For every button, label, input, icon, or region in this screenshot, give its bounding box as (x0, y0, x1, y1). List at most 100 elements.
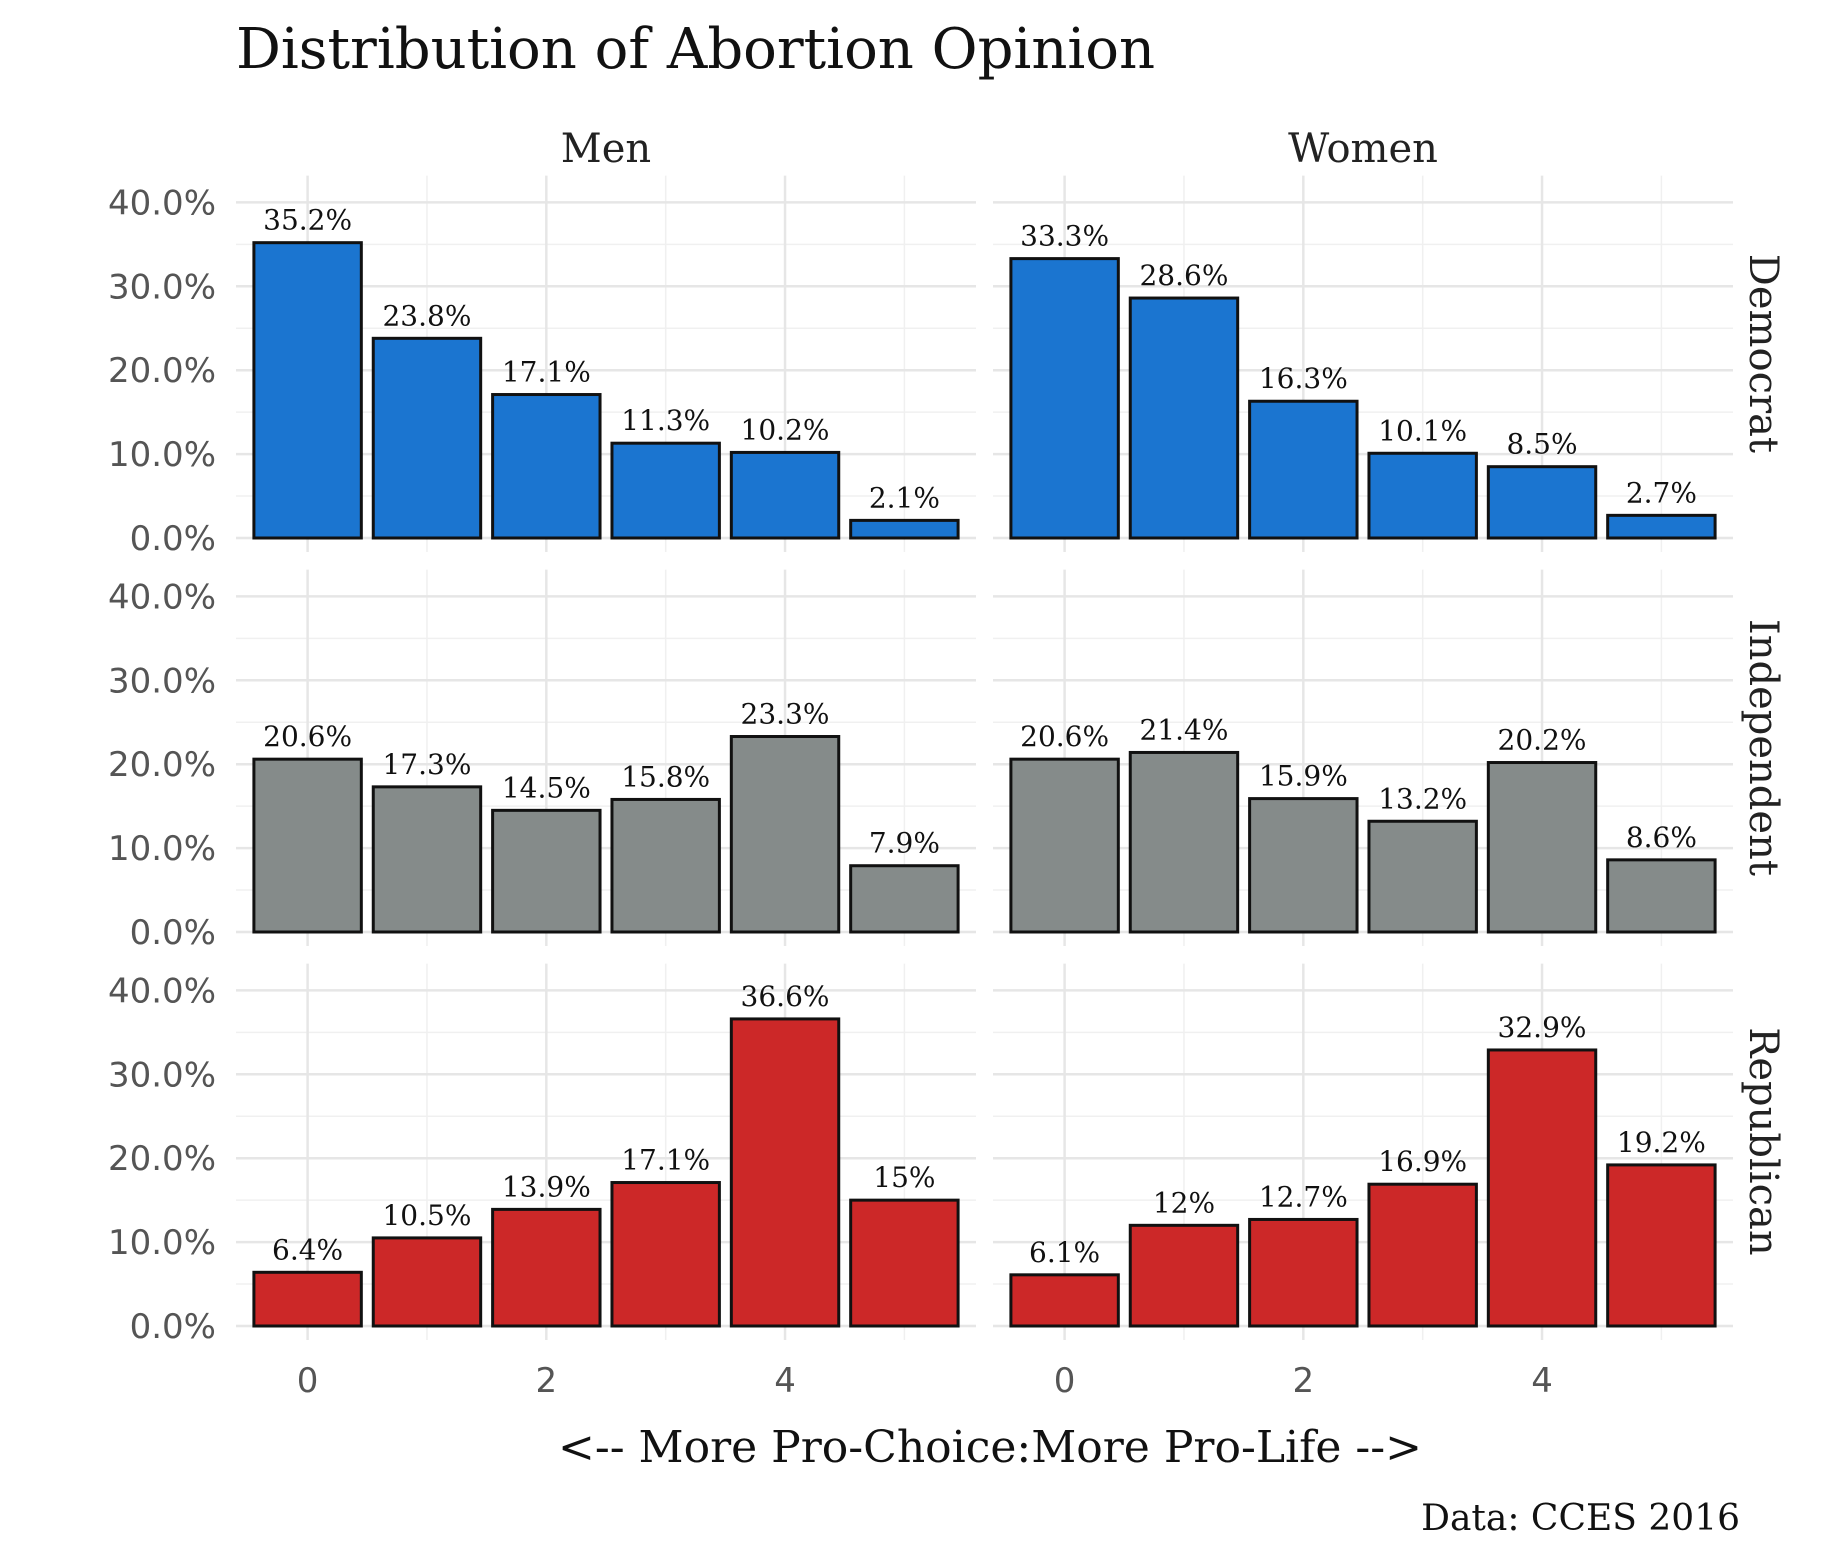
data-label: 17.1% (621, 1144, 710, 1177)
data-label: 17.1% (502, 356, 591, 389)
bar-independent-men-2 (491, 808, 602, 934)
bar-republican-men-3 (610, 1181, 721, 1328)
data-label: 23.8% (382, 299, 471, 332)
data-label: 2.1% (869, 481, 940, 514)
data-label: 16.9% (1378, 1145, 1467, 1178)
data-label: 35.2% (263, 204, 352, 237)
data-label: 10.1% (1378, 414, 1467, 447)
data-label: 36.6% (741, 980, 830, 1013)
strip-label-independent: Independent (1740, 619, 1786, 876)
bar-democrat-men-1 (371, 336, 483, 540)
data-label: 20.6% (263, 720, 352, 753)
x-tick-label: 4 (774, 1361, 796, 1401)
bar-independent-women-0 (1009, 757, 1120, 934)
bar-democrat-men-4 (729, 450, 841, 540)
bar-republican-men-4 (729, 1017, 841, 1328)
chart-caption: Data: CCES 2016 (1421, 1498, 1740, 1539)
chart-title: Distribution of Abortion Opinion (236, 17, 1155, 82)
bar-independent-men-4 (729, 735, 841, 934)
panel-republican-women: 6.1% 12% 12.7% 16.9% 32.9% 19.2% 0 2 4 (993, 963, 1733, 1401)
bar-republican-men-2 (491, 1207, 602, 1328)
y-tick-label: 0.0% (130, 519, 216, 559)
bar-democrat-men-0 (252, 241, 363, 540)
data-label: 2.7% (1626, 476, 1697, 509)
y-tick-label: 30.0% (108, 661, 216, 701)
panel-independent-men: 20.6% 17.3% 14.5% 15.8% 23.3% 7.9% 0.0% 10.0% 20… (108, 569, 976, 953)
y-tick-label: 10.0% (108, 435, 216, 475)
x-tick-label: 2 (536, 1361, 558, 1401)
bar-democrat-men-3 (610, 441, 721, 540)
strip-label-republican: Republican (1740, 1027, 1786, 1255)
bar-republican-women-1 (1128, 1223, 1240, 1328)
bar-independent-men-1 (371, 785, 483, 934)
data-label: 11.3% (621, 404, 710, 437)
bar-independent-women-5 (1606, 858, 1717, 934)
data-label: 8.5% (1506, 428, 1577, 461)
y-tick-label: 40.0% (108, 577, 216, 617)
x-tick-label: 2 (1293, 1361, 1315, 1401)
data-label: 6.4% (272, 1233, 343, 1266)
data-label: 17.3% (382, 748, 471, 781)
bar-republican-men-0 (252, 1270, 363, 1328)
strip-label-men: Men (561, 126, 651, 172)
bar-democrat-women-1 (1128, 296, 1240, 540)
bar-independent-men-5 (849, 864, 960, 934)
data-label: 13.9% (502, 1170, 591, 1203)
data-label: 7.9% (869, 827, 940, 860)
panel-democrat-men: 35.2% 23.8% 17.1% 11.3% 10.2% 2.1% 0.0% 10.0% 20… (108, 175, 976, 559)
data-label: 14.5% (502, 771, 591, 804)
y-tick-label: 40.0% (108, 971, 216, 1011)
bar-independent-women-1 (1128, 750, 1240, 934)
data-label: 32.9% (1498, 1011, 1587, 1044)
data-label: 16.3% (1259, 362, 1348, 395)
bar-democrat-women-2 (1248, 399, 1359, 540)
bar-republican-women-5 (1606, 1163, 1717, 1328)
data-label: 13.2% (1378, 782, 1467, 815)
bar-independent-women-2 (1248, 797, 1359, 934)
bar-republican-men-1 (371, 1236, 483, 1328)
y-tick-label: 0.0% (130, 1307, 216, 1347)
y-tick-label: 0.0% (130, 913, 216, 953)
y-tick-label: 10.0% (108, 1223, 216, 1263)
y-tick-label: 10.0% (108, 829, 216, 869)
panel-republican-men: 6.4% 10.5% 13.9% 17.1% 36.6% 15% 0.0% 10.0% 20.0… (108, 963, 976, 1401)
bar-republican-women-0 (1009, 1273, 1120, 1328)
panel-democrat-women: 33.3% 28.6% 16.3% 10.1% 8.5% 2.7% (993, 175, 1733, 552)
data-label: 23.3% (741, 698, 830, 731)
bar-democrat-women-3 (1367, 451, 1478, 540)
bar-republican-women-4 (1486, 1048, 1598, 1328)
bar-republican-men-5 (849, 1198, 960, 1328)
data-label: 12.7% (1259, 1180, 1348, 1213)
x-tick-label: 4 (1531, 1361, 1553, 1401)
bar-democrat-women-4 (1486, 465, 1598, 540)
panel-group: Men Women Democrat Independent Republican 35.… (108, 126, 1786, 1401)
data-label: 10.5% (382, 1199, 471, 1232)
data-label: 6.1% (1029, 1236, 1100, 1269)
y-tick-label: 40.0% (108, 183, 216, 223)
data-label: 15.9% (1259, 760, 1348, 793)
strip-label-democrat: Democrat (1740, 254, 1786, 453)
data-label: 19.2% (1617, 1126, 1706, 1159)
bar-democrat-women-5 (1606, 513, 1717, 540)
data-label: 12% (1153, 1186, 1215, 1219)
strip-label-women: Women (1288, 126, 1438, 172)
bar-independent-men-0 (252, 757, 363, 934)
data-label: 15.8% (621, 760, 710, 793)
bar-democrat-men-5 (849, 518, 960, 540)
data-label: 15% (873, 1161, 935, 1194)
x-axis-label: <-- More Pro-Choice:More Pro-Life --> (558, 1422, 1422, 1473)
data-label: 20.6% (1020, 720, 1109, 753)
data-label: 8.6% (1626, 821, 1697, 854)
x-tick-label: 0 (1054, 1361, 1076, 1401)
data-label: 20.2% (1498, 724, 1587, 757)
y-tick-label: 30.0% (108, 267, 216, 307)
y-tick-label: 20.0% (108, 745, 216, 785)
data-label: 21.4% (1139, 713, 1228, 746)
y-tick-label: 20.0% (108, 351, 216, 391)
y-tick-label: 30.0% (108, 1055, 216, 1095)
bar-democrat-men-2 (491, 393, 602, 540)
x-tick-label: 0 (297, 1361, 319, 1401)
bar-independent-women-3 (1367, 819, 1478, 934)
data-label: 10.2% (741, 413, 830, 446)
